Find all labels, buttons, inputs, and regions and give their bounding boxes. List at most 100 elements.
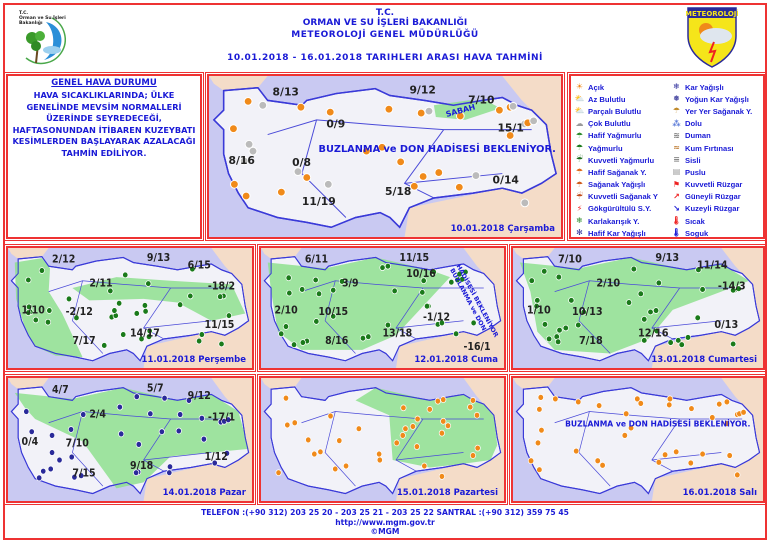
weather-symbol-icon xyxy=(317,448,324,456)
legend-item: 🌡 Soguk xyxy=(671,227,765,239)
weather-symbol-icon xyxy=(101,342,108,349)
weather-symbol-icon xyxy=(528,277,535,284)
weather-symbol-icon xyxy=(454,276,461,284)
map-date-label: 10.01.2018 Çarşamba xyxy=(450,224,555,234)
weather-symbol-icon xyxy=(65,295,73,303)
legend-label: Kuvvetli Sağanak Y xyxy=(588,192,658,202)
weather-symbol-icon xyxy=(46,307,53,314)
weather-symbol-icon xyxy=(276,187,286,197)
weather-symbol-icon xyxy=(68,453,75,461)
weather-symbol-icon xyxy=(538,426,545,434)
precipitation-area xyxy=(14,387,249,489)
neighbor-land xyxy=(651,378,763,501)
temperature-label: 11/14 xyxy=(697,260,728,271)
weather-symbol-icon xyxy=(637,399,644,407)
weather-symbol-icon xyxy=(185,397,193,404)
temperature-label: 6/15 xyxy=(188,260,211,271)
map-date-label: 12.01.2018 Cuma xyxy=(414,355,498,365)
header: T.C. Orman ve Su İşleri Bakanlığı T.C. O… xyxy=(0,0,770,68)
weather-symbol-icon xyxy=(534,439,542,447)
weather-symbol-icon xyxy=(384,104,394,114)
temperature-label: 10/16 xyxy=(406,269,436,280)
weather-symbol-icon xyxy=(147,410,154,418)
weather-symbol-icon xyxy=(653,327,660,335)
weather-symbol-icon xyxy=(40,467,47,475)
weather-symbol-icon xyxy=(44,318,52,326)
weather-symbol-icon xyxy=(217,293,224,300)
weather-symbol-icon xyxy=(241,191,251,201)
weather-symbol-icon xyxy=(78,472,85,480)
weather-symbol-icon xyxy=(175,427,182,435)
weather-symbol-icon xyxy=(529,116,539,126)
header-ministry: ORMAN VE SU İŞLERİ BAKANLIĞI xyxy=(302,18,468,28)
temperature-label: 1/10 xyxy=(22,305,45,316)
region-border xyxy=(395,320,464,329)
region-border xyxy=(72,411,104,487)
temperature-label: 9/12 xyxy=(409,84,435,97)
weather-symbol-icon xyxy=(23,408,30,415)
region-border xyxy=(48,280,232,292)
weather-symbol-icon xyxy=(673,448,680,456)
temperature-label: 12/16 xyxy=(638,329,669,340)
weather-symbol-icon xyxy=(355,425,362,433)
legend-label: Güneyli Rüzgar xyxy=(685,192,741,202)
weather-symbol-icon xyxy=(343,462,350,470)
temperature-label: 8/16 xyxy=(229,154,255,167)
footer-url[interactable]: http://www.mgm.gov.tr xyxy=(335,517,435,527)
weather-symbol-icon xyxy=(211,459,218,467)
legend-item: ⛅ Parçalı Bulutlu xyxy=(574,105,668,117)
south-wind-arrow-icon: ↗ xyxy=(673,191,680,201)
legend-item: ☀ Açık xyxy=(574,81,668,93)
weather-symbol-icon xyxy=(599,461,606,469)
weather-symbol-icon xyxy=(305,436,312,444)
weather-symbol-icon xyxy=(120,331,127,338)
weather-symbol-icon xyxy=(25,309,32,316)
precipitation-area xyxy=(355,387,498,468)
weather-symbol-icon xyxy=(133,310,140,317)
legend-item: ▤ Puslu xyxy=(671,166,765,178)
weather-symbol-icon xyxy=(453,330,460,338)
weather-symbol-icon xyxy=(469,397,476,404)
weather-symbol-icon xyxy=(230,179,239,189)
weather-symbol-icon xyxy=(166,463,174,471)
weather-symbol-icon xyxy=(413,443,420,450)
map-day-2: 2/12 9/13 6/15 2/11 -18/2 1/10 -2/12 11/15 7/17 1… xyxy=(4,244,256,372)
frost-warning-label: BUZLANMA ve DON HADİSESİ BEKLENİYOR. xyxy=(319,141,556,155)
weather-symbol-icon xyxy=(80,411,87,418)
temperature-label: 8/16 xyxy=(325,336,348,347)
general-weather-panel: GENEL HAVA DURUMU HAVA SICAKLIKLARINDA; … xyxy=(4,72,204,241)
temperature-label: 5/7 xyxy=(147,383,164,395)
legend-label: Duman xyxy=(685,131,711,141)
weather-symbol-icon xyxy=(418,172,428,181)
general-weather-text: HAVA SICAKLIKLARINDA; ÜLKE GENELİNDE MEV… xyxy=(12,90,196,158)
weather-symbol-icon xyxy=(311,450,318,458)
weather-symbol-icon xyxy=(420,277,427,284)
weather-symbol-icon xyxy=(630,265,637,273)
weather-symbol-icon xyxy=(399,432,406,439)
sleet-icon: ❄ xyxy=(576,216,583,226)
weather-symbol-icon xyxy=(376,450,383,458)
weather-symbol-icon xyxy=(444,422,452,430)
legend-item: ☔ Kuvvetli Sağanak Y xyxy=(574,191,668,203)
weather-symbol-icon xyxy=(594,457,601,465)
weather-symbol-icon xyxy=(258,100,268,110)
legend-label: Açık xyxy=(588,82,605,92)
weather-symbol-icon xyxy=(568,297,575,304)
hail-icon: ⁂ xyxy=(672,118,681,128)
weather-symbol-icon xyxy=(400,404,407,412)
temperature-label: 7/10 xyxy=(558,254,582,265)
turkey-outline xyxy=(515,256,761,362)
weather-symbol-icon xyxy=(688,405,695,412)
weather-symbol-icon xyxy=(637,290,644,298)
fog-icon: ≡ xyxy=(673,155,680,165)
weather-symbol-icon xyxy=(402,425,409,433)
weather-symbol-icon xyxy=(730,340,737,348)
weather-symbol-icon xyxy=(709,414,716,421)
legend-item: ☂ Yer Yer Sağanak Y. xyxy=(671,105,765,117)
temperature-label: 14/17 xyxy=(130,328,160,339)
weather-symbol-icon xyxy=(456,270,463,278)
smoke-icon: ≋ xyxy=(673,130,680,140)
weather-symbol-icon xyxy=(627,424,635,432)
weather-symbol-icon xyxy=(299,339,306,346)
weather-symbol-icon xyxy=(723,398,731,406)
